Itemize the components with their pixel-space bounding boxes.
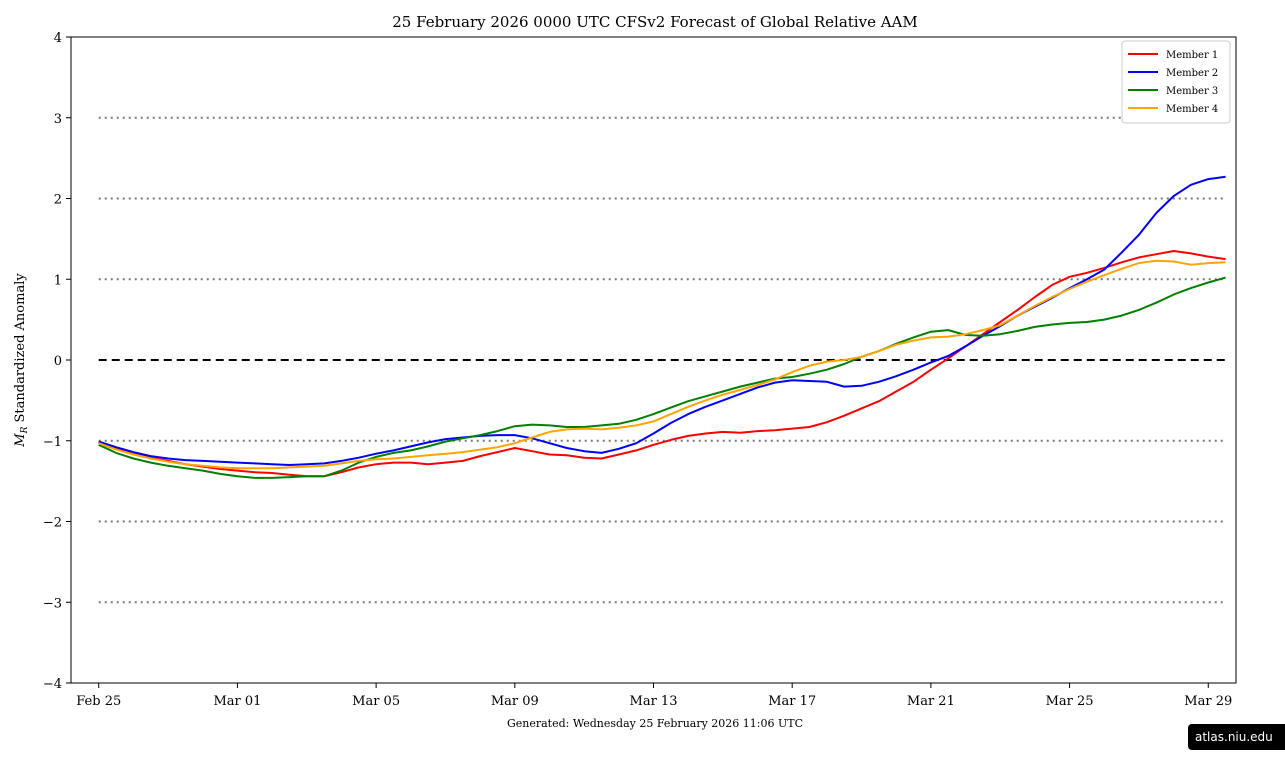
legend-label: Member 3: [1166, 86, 1218, 97]
y-tick-label: −3: [43, 596, 62, 611]
x-tick-label: Feb 25: [76, 694, 121, 709]
x-tick-label: Mar 09: [491, 694, 539, 709]
legend-label: Member 4: [1166, 104, 1218, 115]
legend: Member 1 Member 2 Member 3 Member 4: [1121, 40, 1231, 124]
series-line-member-4: [98, 259, 1226, 470]
y-tick-label: 0: [54, 354, 62, 369]
series-lines: [98, 175, 1226, 479]
grid-lines: [98, 116, 1226, 604]
series-line-member-1: [98, 250, 1226, 478]
x-tick-label: Mar 13: [630, 694, 678, 709]
x-tick-label: Mar 17: [768, 694, 816, 709]
y-tick-label: −2: [43, 516, 62, 531]
y-tick-label: 3: [54, 112, 62, 127]
y-tick-label: −4: [43, 677, 62, 692]
legend-label: Member 1: [1166, 50, 1218, 61]
y-tick-label: 2: [54, 193, 62, 208]
y-tick-label: 1: [54, 273, 62, 288]
series-line-member-3: [98, 276, 1226, 479]
x-tick-label: Mar 25: [1046, 694, 1094, 709]
x-tick-label: Mar 05: [352, 694, 400, 709]
y-axis-ticks: 4 3 2 1 0 −1 −2 −3 −4: [43, 31, 71, 692]
generated-footer: Generated: Wednesday 25 February 2026 11…: [507, 717, 803, 730]
x-tick-label: Mar 21: [907, 694, 955, 709]
x-tick-label: Mar 29: [1184, 694, 1232, 709]
y-tick-label: 4: [54, 31, 62, 46]
series-line-member-2: [98, 175, 1226, 466]
y-axis-label: MR Standardized Anomaly: [13, 273, 30, 448]
chart-title: 25 February 2026 0000 UTC CFSv2 Forecast…: [392, 13, 917, 31]
source-watermark: atlas.niu.edu: [1188, 724, 1285, 750]
y-tick-label: −1: [43, 435, 62, 450]
legend-label: Member 2: [1166, 68, 1218, 79]
x-tick-label: Mar 01: [213, 694, 261, 709]
x-axis-ticks: Feb 25 Mar 01 Mar 05 Mar 09 Mar 13 Mar 17 Mar …: [76, 683, 1232, 709]
legend-box: [1121, 40, 1231, 124]
